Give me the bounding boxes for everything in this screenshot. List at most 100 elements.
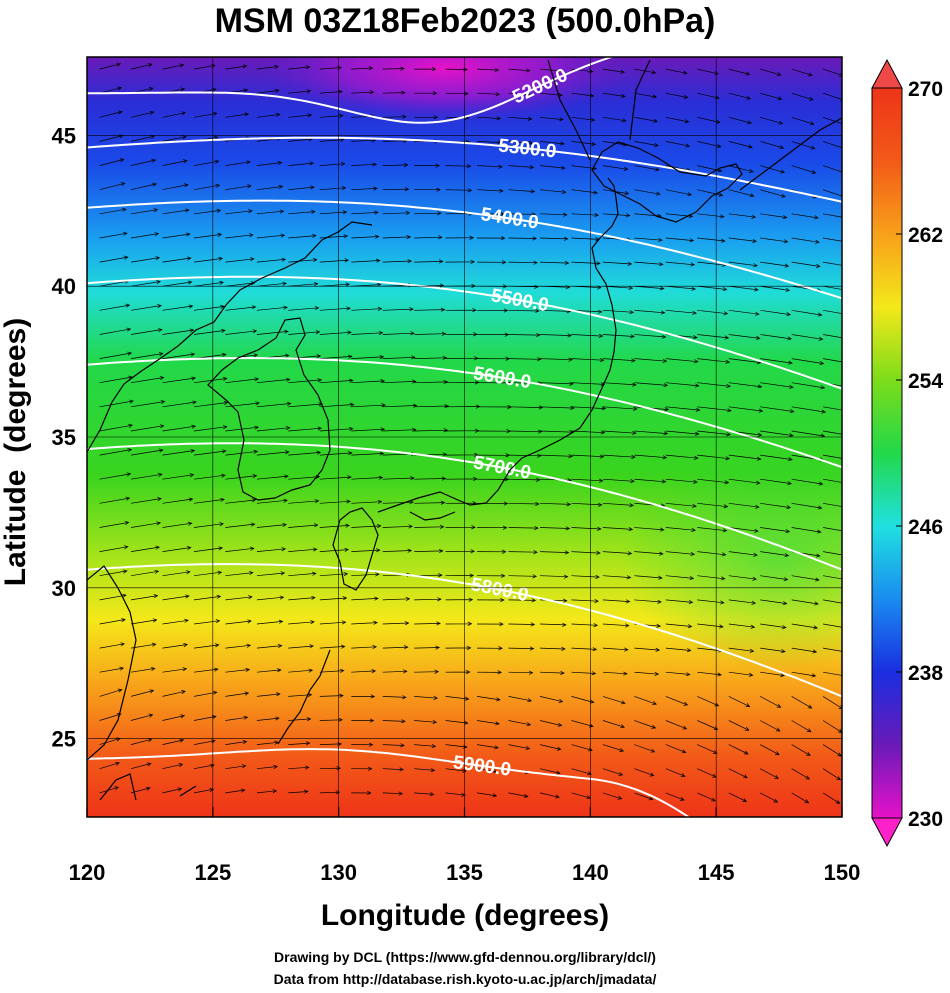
wind-arrow bbox=[319, 113, 344, 118]
wind-arrow bbox=[602, 623, 630, 628]
wind-arrow bbox=[602, 720, 625, 729]
wind-arrow bbox=[634, 454, 668, 460]
wind-arrow bbox=[225, 546, 255, 552]
wind-arrow bbox=[760, 454, 793, 462]
y-tick-label: 35 bbox=[52, 425, 76, 450]
wind-arrow bbox=[351, 669, 377, 674]
wind-arrow bbox=[256, 112, 281, 118]
wind-arrow bbox=[162, 570, 191, 577]
wind-arrow bbox=[539, 357, 574, 362]
wind-arrow bbox=[539, 744, 562, 751]
wind-arrow bbox=[193, 787, 214, 794]
wind-arrow bbox=[162, 352, 196, 359]
wind-arrow bbox=[288, 161, 314, 166]
wind-arrow bbox=[319, 258, 350, 263]
wind-arrow bbox=[99, 255, 129, 263]
wind-arrow bbox=[225, 570, 254, 577]
wind-arrow bbox=[760, 406, 795, 414]
wind-arrow bbox=[225, 788, 246, 794]
wind-arrow bbox=[634, 430, 669, 436]
wind-arrow bbox=[823, 454, 842, 459]
wind-arrow bbox=[477, 477, 510, 482]
wind-arrow bbox=[539, 236, 569, 241]
wind-arrow bbox=[99, 110, 123, 118]
colorbar-max-arrow bbox=[871, 58, 903, 89]
wind-arrow bbox=[823, 599, 842, 604]
wind-arrow bbox=[319, 89, 343, 94]
wind-arrow bbox=[319, 596, 348, 601]
wind-arrow bbox=[697, 189, 724, 197]
wind-arrow bbox=[319, 330, 352, 335]
wind-arrow bbox=[477, 140, 503, 145]
wind-arrow bbox=[445, 259, 476, 264]
wind-arrow bbox=[319, 499, 351, 504]
x-tick-label: 125 bbox=[194, 860, 231, 885]
wind-arrow bbox=[728, 478, 761, 485]
wind-arrow bbox=[634, 671, 660, 676]
wind-arrow bbox=[382, 427, 417, 432]
wind-arrow bbox=[414, 428, 449, 433]
wind-arrow bbox=[99, 472, 132, 480]
wind-arrow bbox=[162, 473, 195, 480]
wind-arrow bbox=[162, 159, 188, 166]
wind-arrow bbox=[256, 740, 280, 745]
wind-arrow bbox=[791, 261, 821, 269]
x-tick-label: 130 bbox=[320, 860, 357, 885]
wind-arrow bbox=[445, 188, 473, 193]
wind-arrow bbox=[162, 424, 197, 432]
wind-arrow bbox=[571, 550, 601, 555]
wind-arrow bbox=[508, 477, 541, 482]
wind-arrow bbox=[477, 646, 503, 651]
wind-arrow bbox=[539, 720, 563, 727]
wind-arrow bbox=[99, 158, 125, 166]
wind-arrow bbox=[823, 575, 842, 580]
wind-arrow bbox=[99, 351, 133, 359]
wind-arrow bbox=[130, 351, 164, 359]
wind-arrow bbox=[382, 645, 409, 650]
wind-arrow bbox=[414, 211, 442, 216]
wind-arrow bbox=[822, 141, 842, 150]
wind-arrow bbox=[445, 332, 478, 337]
y-axis-label: Latitude (degrees) bbox=[0, 318, 32, 586]
wind-arrow bbox=[508, 525, 539, 531]
wind-arrow bbox=[162, 642, 188, 649]
wind-arrow bbox=[539, 646, 566, 651]
wind-arrow bbox=[634, 478, 667, 484]
wind-arrow bbox=[225, 64, 248, 70]
wind-arrow bbox=[225, 643, 252, 649]
wind-arrow bbox=[319, 644, 346, 649]
wind-arrow bbox=[351, 475, 384, 480]
wind-arrow bbox=[414, 645, 441, 650]
coast-ryukyu bbox=[99, 649, 331, 801]
wind-arrow bbox=[665, 141, 691, 148]
wind-arrow bbox=[256, 643, 283, 649]
wind-arrow bbox=[382, 114, 407, 119]
wind-arrow bbox=[288, 209, 316, 215]
wind-arrow bbox=[225, 233, 254, 239]
wind-arrow bbox=[477, 188, 504, 193]
wind-arrow bbox=[130, 63, 153, 70]
coastlines bbox=[87, 59, 842, 801]
wind-arrow bbox=[539, 333, 573, 338]
wind-arrow bbox=[414, 597, 442, 602]
wind-arrow bbox=[760, 92, 783, 101]
wind-arrow bbox=[571, 116, 596, 122]
wind-arrow bbox=[130, 208, 159, 215]
wind-arrow bbox=[602, 165, 629, 171]
x-tick-label: 150 bbox=[824, 860, 861, 885]
wind-arrow bbox=[697, 358, 731, 364]
wind-vectors bbox=[99, 62, 842, 804]
wind-arrow bbox=[130, 448, 164, 456]
wind-arrow bbox=[602, 92, 626, 99]
wind-arrow bbox=[225, 305, 257, 311]
warm-anomaly bbox=[620, 450, 842, 670]
wind-arrow bbox=[414, 307, 446, 312]
wind-arrow bbox=[319, 451, 353, 456]
wind-arrow bbox=[602, 285, 634, 291]
wind-arrow bbox=[256, 88, 280, 94]
wind-arrow bbox=[728, 406, 764, 413]
wind-arrow bbox=[288, 306, 320, 311]
wind-arrow bbox=[508, 453, 542, 458]
wind-arrow bbox=[602, 309, 635, 315]
wind-arrow bbox=[414, 621, 441, 626]
